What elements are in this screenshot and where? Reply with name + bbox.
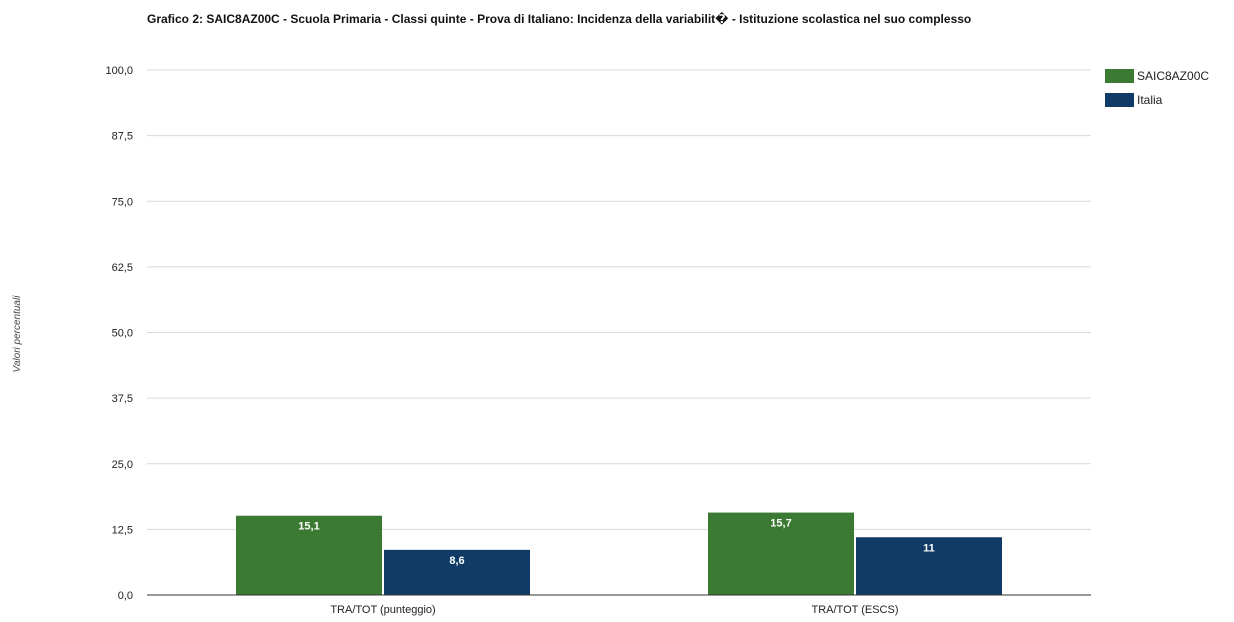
- data-label: 15,7: [770, 518, 791, 530]
- legend-label: SAIC8AZ00C: [1137, 69, 1209, 83]
- data-label: 8,6: [449, 555, 464, 567]
- y-tick-label: 12,5: [112, 524, 133, 536]
- y-tick-label: 62,5: [112, 262, 133, 274]
- y-tick-label: 50,0: [112, 328, 133, 340]
- data-label: 15,1: [298, 521, 319, 533]
- y-tick-label: 87,5: [112, 131, 133, 143]
- legend-label: Italia: [1137, 93, 1163, 107]
- y-tick-label: 0,0: [118, 590, 133, 602]
- y-tick-label: 37,5: [112, 393, 133, 405]
- bar-italia: [384, 549, 530, 595]
- y-tick-label: 25,0: [112, 459, 133, 471]
- bar-school: [708, 512, 854, 595]
- x-category-label: TRA/TOT (ESCS): [812, 604, 899, 616]
- y-tick-label: 100,0: [105, 65, 133, 77]
- y-tick-label: 75,0: [112, 196, 133, 208]
- legend-swatch: [1105, 69, 1134, 83]
- y-axis-title: Valori percentuali: [12, 295, 23, 373]
- bar-italia: [856, 537, 1002, 595]
- legend-swatch: [1105, 93, 1134, 107]
- bar-school: [236, 515, 382, 595]
- chart-title: Grafico 2: SAIC8AZ00C - Scuola Primaria …: [147, 12, 972, 26]
- data-label: 11: [923, 542, 935, 554]
- x-category-label: TRA/TOT (punteggio): [330, 604, 435, 616]
